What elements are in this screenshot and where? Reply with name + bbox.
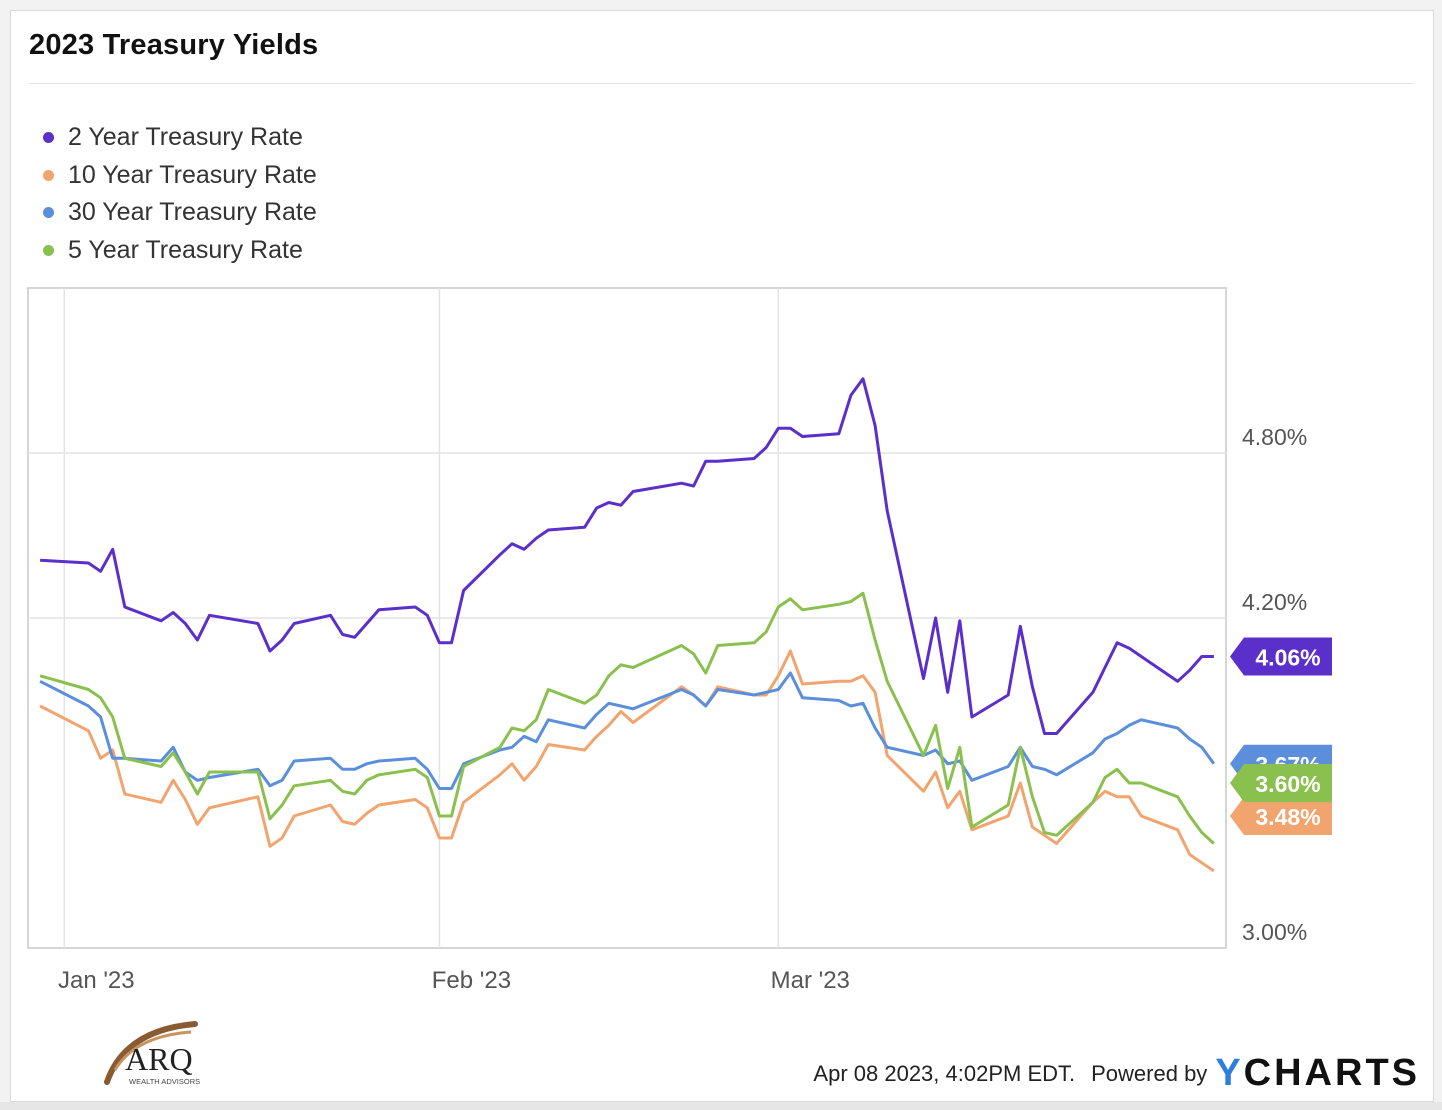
y-tick-label: 4.80% [1242,424,1307,450]
legend-item-30y[interactable]: 30 Year Treasury Rate [43,194,317,232]
chart-card: 2023 Treasury Yields 2 Year Treasury Rat… [10,10,1434,1102]
chart-title: 2023 Treasury Yields [29,29,319,61]
svg-text:3.48%: 3.48% [1255,804,1320,830]
legend-swatch-2y [43,132,54,144]
arq-logo: ARQ WEALTH ADVISORS [104,1021,200,1086]
series-line-0 [40,377,1214,735]
legend-label-2y: 2 Year Treasury Rate [68,123,303,152]
svg-text:4.06%: 4.06% [1255,645,1320,671]
legend-swatch-30y [43,207,54,219]
end-label-3: 3.60% [1230,764,1332,802]
end-label-1: 3.48% [1230,797,1332,835]
chart-legend: 2 Year Treasury Rate 10 Year Treasury Ra… [43,119,317,269]
timestamp: Apr 08 2023, 4:02PM EDT. [813,1060,1076,1086]
y-tick-label: 3.00% [1242,919,1307,945]
legend-label-30y: 30 Year Treasury Rate [68,198,317,227]
legend-item-5y[interactable]: 5 Year Treasury Rate [43,232,317,270]
end-label-0: 4.06% [1230,637,1332,676]
x-tick-label: Mar '23 [771,967,850,994]
legend-swatch-5y [43,244,54,256]
logo-wordmark: ARQ [125,1041,193,1077]
x-tick-label: Feb '23 [432,967,511,994]
title-divider [29,83,1413,84]
series-line-1 [39,649,1215,873]
x-tick-label: Jan '23 [58,967,135,994]
powered-by-label: Powered by [1091,1060,1208,1086]
svg-text:3.60%: 3.60% [1255,771,1320,797]
bottom-strip [0,1102,1442,1110]
series-line-3 [39,591,1215,845]
logo-subtitle: WEALTH ADVISORS [129,1077,200,1086]
ycharts-logo[interactable]: YCHARTS [1215,1052,1420,1094]
legend-swatch-10y [43,169,54,181]
series-line-2 [39,671,1216,790]
legend-label-10y: 10 Year Treasury Rate [68,160,317,189]
chart-footer: Apr 08 2023, 4:02PM EDT. Powered by YCHA… [813,1052,1420,1095]
legend-item-2y[interactable]: 2 Year Treasury Rate [43,119,317,157]
y-tick-label: 4.20% [1242,589,1307,615]
legend-label-5y: 5 Year Treasury Rate [68,235,303,264]
legend-item-10y[interactable]: 10 Year Treasury Rate [43,157,317,195]
